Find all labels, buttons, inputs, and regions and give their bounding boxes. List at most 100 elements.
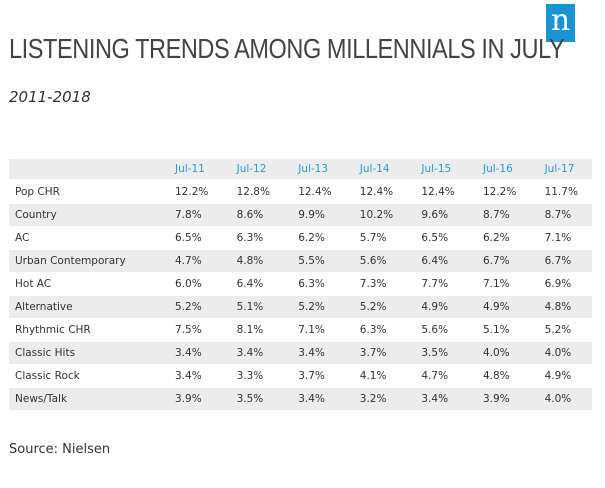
share-value: 6.3% — [345, 319, 408, 342]
share-value: 4.0% — [530, 342, 593, 365]
share-value: 4.7% — [161, 250, 223, 273]
share-value: 11.7% — [530, 181, 593, 204]
share-value: 6.4% — [222, 273, 285, 296]
share-value: 4.8% — [468, 365, 531, 388]
share-value: 6.2% — [468, 227, 531, 250]
share-value: 7.1% — [284, 319, 346, 342]
share-value: 12.4% — [407, 181, 469, 204]
share-value: 6.5% — [407, 227, 469, 250]
share-value: 3.5% — [222, 388, 285, 411]
nielsen-logo: n — [546, 4, 575, 42]
share-value: 5.6% — [407, 319, 469, 342]
share-value: 4.0% — [468, 342, 531, 365]
share-value: 5.5% — [284, 250, 346, 273]
share-value: 3.4% — [284, 388, 346, 411]
share-value: 6.7% — [530, 250, 593, 273]
share-value: 3.7% — [284, 365, 346, 388]
share-value: 7.7% — [407, 273, 469, 296]
format-label: Urban Contemporary — [9, 250, 161, 273]
share-value: 5.7% — [345, 227, 408, 250]
share-value: 5.2% — [284, 296, 346, 319]
share-value: 3.4% — [161, 365, 223, 388]
format-label: News/Talk — [9, 388, 161, 411]
share-value: 6.9% — [530, 273, 593, 296]
format-label: Classic Hits — [9, 342, 161, 365]
column-header: Jul-12 — [222, 159, 285, 181]
share-value: 12.4% — [284, 181, 346, 204]
column-header: Jul-14 — [345, 159, 408, 181]
share-value: 4.8% — [222, 250, 285, 273]
share-value: 6.3% — [284, 273, 346, 296]
header-corner-cell — [9, 159, 161, 181]
share-value: 6.5% — [161, 227, 223, 250]
logo-letter: n — [550, 3, 571, 38]
share-value: 5.1% — [222, 296, 285, 319]
column-header: Jul-13 — [284, 159, 346, 181]
share-value: 3.4% — [161, 342, 223, 365]
share-value: 5.1% — [468, 319, 531, 342]
share-value: 9.9% — [284, 204, 346, 227]
share-value: 8.1% — [222, 319, 285, 342]
share-value: 5.2% — [161, 296, 223, 319]
share-value: 4.0% — [530, 388, 593, 411]
share-value: 5.6% — [345, 250, 408, 273]
share-value: 8.7% — [530, 204, 593, 227]
share-value: 3.4% — [407, 388, 469, 411]
share-value: 7.8% — [161, 204, 223, 227]
listening-trends-table: Jul-11 Jul-12 Jul-13 Jul-14 Jul-15 Jul-1… — [9, 159, 593, 411]
share-value: 4.8% — [530, 296, 593, 319]
share-value: 3.5% — [407, 342, 469, 365]
share-value: 3.2% — [345, 388, 408, 411]
share-value: 3.4% — [222, 342, 285, 365]
share-value: 3.3% — [222, 365, 285, 388]
table-row: Hot AC 6.0% 6.4% 6.3% 7.3% 7.7% 7.1% 6.9… — [9, 273, 593, 296]
share-value: 7.1% — [468, 273, 531, 296]
format-label: Country — [9, 204, 161, 227]
share-value: 4.1% — [345, 365, 408, 388]
share-value: 8.6% — [222, 204, 285, 227]
format-label: Pop CHR — [9, 181, 161, 204]
share-value: 12.8% — [222, 181, 285, 204]
format-label: AC — [9, 227, 161, 250]
table-row: Urban Contemporary 4.7% 4.8% 5.5% 5.6% 6… — [9, 250, 593, 273]
share-value: 4.9% — [530, 365, 593, 388]
format-label: Classic Rock — [9, 365, 161, 388]
column-header: Jul-17 — [530, 159, 593, 181]
share-value: 7.5% — [161, 319, 223, 342]
share-value: 3.4% — [284, 342, 346, 365]
share-value: 10.2% — [345, 204, 408, 227]
table-row: Country 7.8% 8.6% 9.9% 10.2% 9.6% 8.7% 8… — [9, 204, 593, 227]
table-row: Pop CHR 12.2% 12.8% 12.4% 12.4% 12.4% 12… — [9, 181, 593, 204]
header-row: Jul-11 Jul-12 Jul-13 Jul-14 Jul-15 Jul-1… — [9, 159, 593, 181]
share-value: 6.2% — [284, 227, 346, 250]
table-row: Rhythmic CHR 7.5% 8.1% 7.1% 6.3% 5.6% 5.… — [9, 319, 593, 342]
column-header: Jul-16 — [468, 159, 531, 181]
share-value: 5.2% — [530, 319, 593, 342]
table-row: Classic Hits 3.4% 3.4% 3.4% 3.7% 3.5% 4.… — [9, 342, 593, 365]
date-range-subtitle: 2011-2018 — [9, 88, 91, 106]
format-label: Rhythmic CHR — [9, 319, 161, 342]
table-row: Alternative 5.2% 5.1% 5.2% 5.2% 4.9% 4.9… — [9, 296, 593, 319]
share-value: 12.2% — [468, 181, 531, 204]
column-header: Jul-15 — [407, 159, 469, 181]
share-value: 6.7% — [468, 250, 531, 273]
share-value: 12.2% — [161, 181, 223, 204]
source-note: Source: Nielsen — [9, 442, 111, 457]
share-value: 5.2% — [345, 296, 408, 319]
table-row: News/Talk 3.9% 3.5% 3.4% 3.2% 3.4% 3.9% … — [9, 388, 593, 411]
share-value: 3.9% — [468, 388, 531, 411]
share-value: 4.9% — [468, 296, 531, 319]
share-value: 7.1% — [530, 227, 593, 250]
share-value: 8.7% — [468, 204, 531, 227]
share-value: 6.0% — [161, 273, 223, 296]
share-value: 4.9% — [407, 296, 469, 319]
format-label: Alternative — [9, 296, 161, 319]
share-value: 3.9% — [161, 388, 223, 411]
share-value: 7.3% — [345, 273, 408, 296]
column-header: Jul-11 — [161, 159, 223, 181]
table-row: Classic Rock 3.4% 3.3% 3.7% 4.1% 4.7% 4.… — [9, 365, 593, 388]
share-value: 9.6% — [407, 204, 469, 227]
share-value: 4.7% — [407, 365, 469, 388]
share-value: 12.4% — [345, 181, 408, 204]
share-value: 6.4% — [407, 250, 469, 273]
